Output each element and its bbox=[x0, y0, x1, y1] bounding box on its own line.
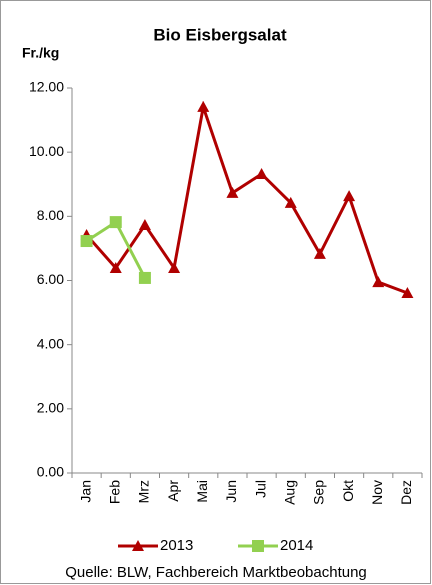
legend-label: 2013 bbox=[160, 537, 193, 554]
data-point bbox=[343, 190, 356, 202]
x-tick-label: Dez bbox=[398, 480, 414, 505]
legend-marker bbox=[132, 540, 144, 551]
y-tick-label: 6.00 bbox=[37, 271, 64, 287]
data-point bbox=[109, 261, 122, 273]
x-tick-label: Okt bbox=[340, 480, 356, 502]
y-tick-label: 12.00 bbox=[29, 79, 64, 95]
data-point bbox=[226, 186, 239, 198]
data-point bbox=[372, 276, 385, 288]
data-point bbox=[313, 247, 326, 259]
series-line bbox=[85, 100, 408, 295]
x-tick-label: Feb bbox=[106, 480, 122, 504]
x-tick-label: Aug bbox=[281, 480, 297, 505]
data-point bbox=[284, 196, 297, 208]
legend-label: 2014 bbox=[280, 537, 313, 554]
legend-marker bbox=[252, 540, 264, 552]
x-tick-label: Jun bbox=[223, 480, 239, 503]
x-tick-label: Mrz bbox=[136, 480, 152, 503]
data-point bbox=[255, 167, 268, 179]
x-tick-label: Mai bbox=[194, 480, 210, 503]
source-note: Quelle: BLW, Fachbereich Marktbeobachtun… bbox=[65, 564, 367, 581]
data-point bbox=[197, 100, 210, 112]
data-point bbox=[138, 271, 151, 284]
x-tick-label: Sep bbox=[311, 480, 327, 505]
y-tick-label: 0.00 bbox=[37, 464, 64, 480]
x-tick-label: Jan bbox=[77, 480, 93, 503]
y-axis-label: Fr./kg bbox=[22, 45, 59, 61]
x-tick-label: Nov bbox=[369, 480, 385, 505]
x-tick-label: Jul bbox=[252, 480, 268, 498]
y-tick-label: 10.00 bbox=[29, 143, 64, 159]
data-point bbox=[109, 216, 122, 229]
x-tick-label: Apr bbox=[165, 480, 181, 502]
data-point bbox=[138, 218, 151, 230]
chart-title: Bio Eisbergsalat bbox=[153, 25, 287, 44]
y-tick-label: 4.00 bbox=[37, 335, 64, 351]
data-point bbox=[80, 235, 93, 248]
data-point bbox=[168, 261, 181, 273]
data-point bbox=[401, 287, 414, 299]
y-tick-label: 8.00 bbox=[37, 207, 64, 223]
y-tick-label: 2.00 bbox=[37, 400, 64, 416]
